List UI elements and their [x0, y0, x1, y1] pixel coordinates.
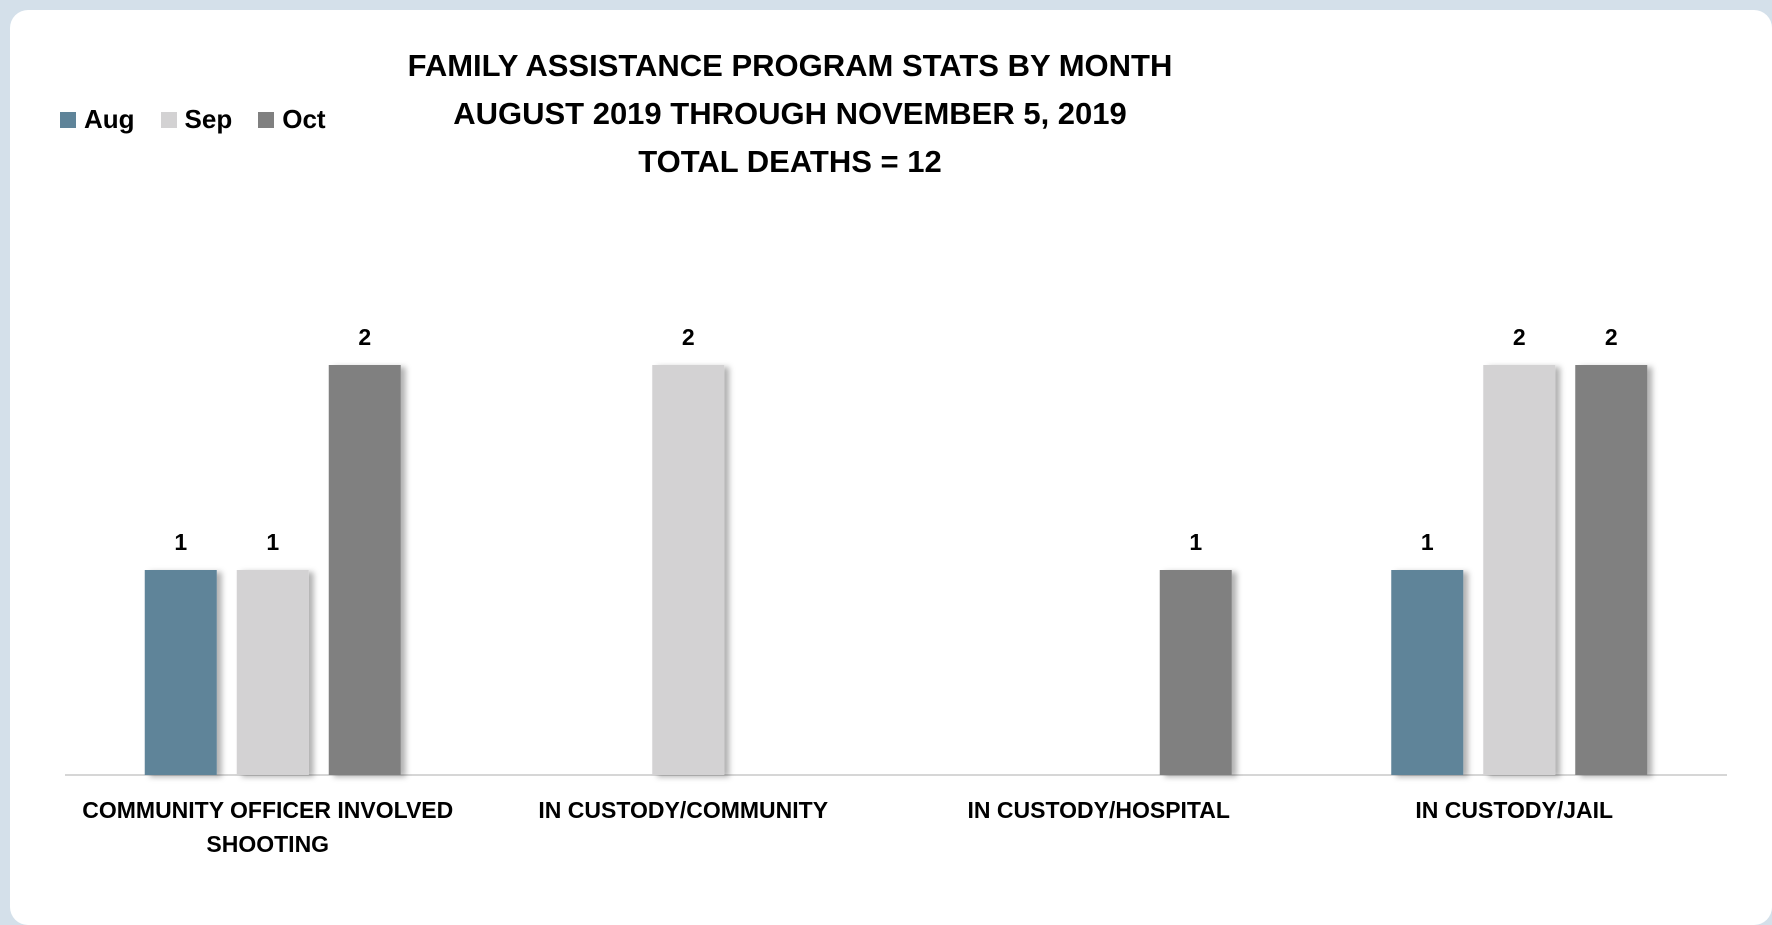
chart-title-line-3: TOTAL DEATHS = 12	[638, 144, 942, 179]
category-label-3-0: IN CUSTODY/JAIL	[1415, 797, 1613, 823]
legend-item-oct: Oct	[258, 104, 326, 135]
category-label-0-1: SHOOTING	[206, 831, 329, 857]
bar-oct-0	[328, 365, 401, 775]
data-label-aug-3: 1	[1421, 529, 1434, 555]
bar-sep-0	[236, 570, 309, 775]
bar-aug-3	[1391, 570, 1464, 775]
legend-swatch-aug	[60, 111, 76, 128]
chart-title-line-1: FAMILY ASSISTANCE PROGRAM STATS BY MONTH	[407, 48, 1173, 83]
legend-item-sep: Sep	[160, 104, 233, 135]
bar-aug-0	[144, 570, 217, 775]
legend-swatch-oct	[258, 111, 275, 128]
category-label-2-0: IN CUSTODY/HOSPITAL	[968, 797, 1230, 823]
legend-label-aug: Aug	[84, 104, 135, 134]
bar-sep-1	[652, 365, 725, 775]
data-label-sep-3: 2	[1513, 324, 1526, 350]
data-label-oct-2: 1	[1189, 529, 1202, 555]
chart-title: FAMILY ASSISTANCE PROGRAM STATS BY MONTH…	[0, 42, 1580, 186]
category-label-0-0: COMMUNITY OFFICER INVOLVED	[82, 797, 453, 823]
data-label-oct-0: 2	[358, 324, 371, 350]
chart-title-line-2: AUGUST 2019 THROUGH NOVEMBER 5, 2019	[453, 96, 1127, 131]
data-label-sep-1: 2	[682, 324, 695, 350]
data-label-oct-3: 2	[1605, 324, 1618, 350]
legend-label-oct: Oct	[282, 104, 326, 134]
data-label-aug-0: 1	[174, 529, 187, 555]
bar-oct-3	[1575, 365, 1648, 775]
legend-label-sep: Sep	[184, 104, 233, 134]
data-label-sep-0: 1	[266, 529, 279, 555]
legend: Aug Sep Oct	[60, 104, 326, 135]
bar-oct-2	[1159, 570, 1232, 775]
legend-item-aug: Aug	[60, 104, 135, 135]
legend-swatch-sep	[160, 111, 177, 128]
bar-sep-3	[1483, 365, 1556, 775]
category-label-1-0: IN CUSTODY/COMMUNITY	[538, 797, 828, 823]
